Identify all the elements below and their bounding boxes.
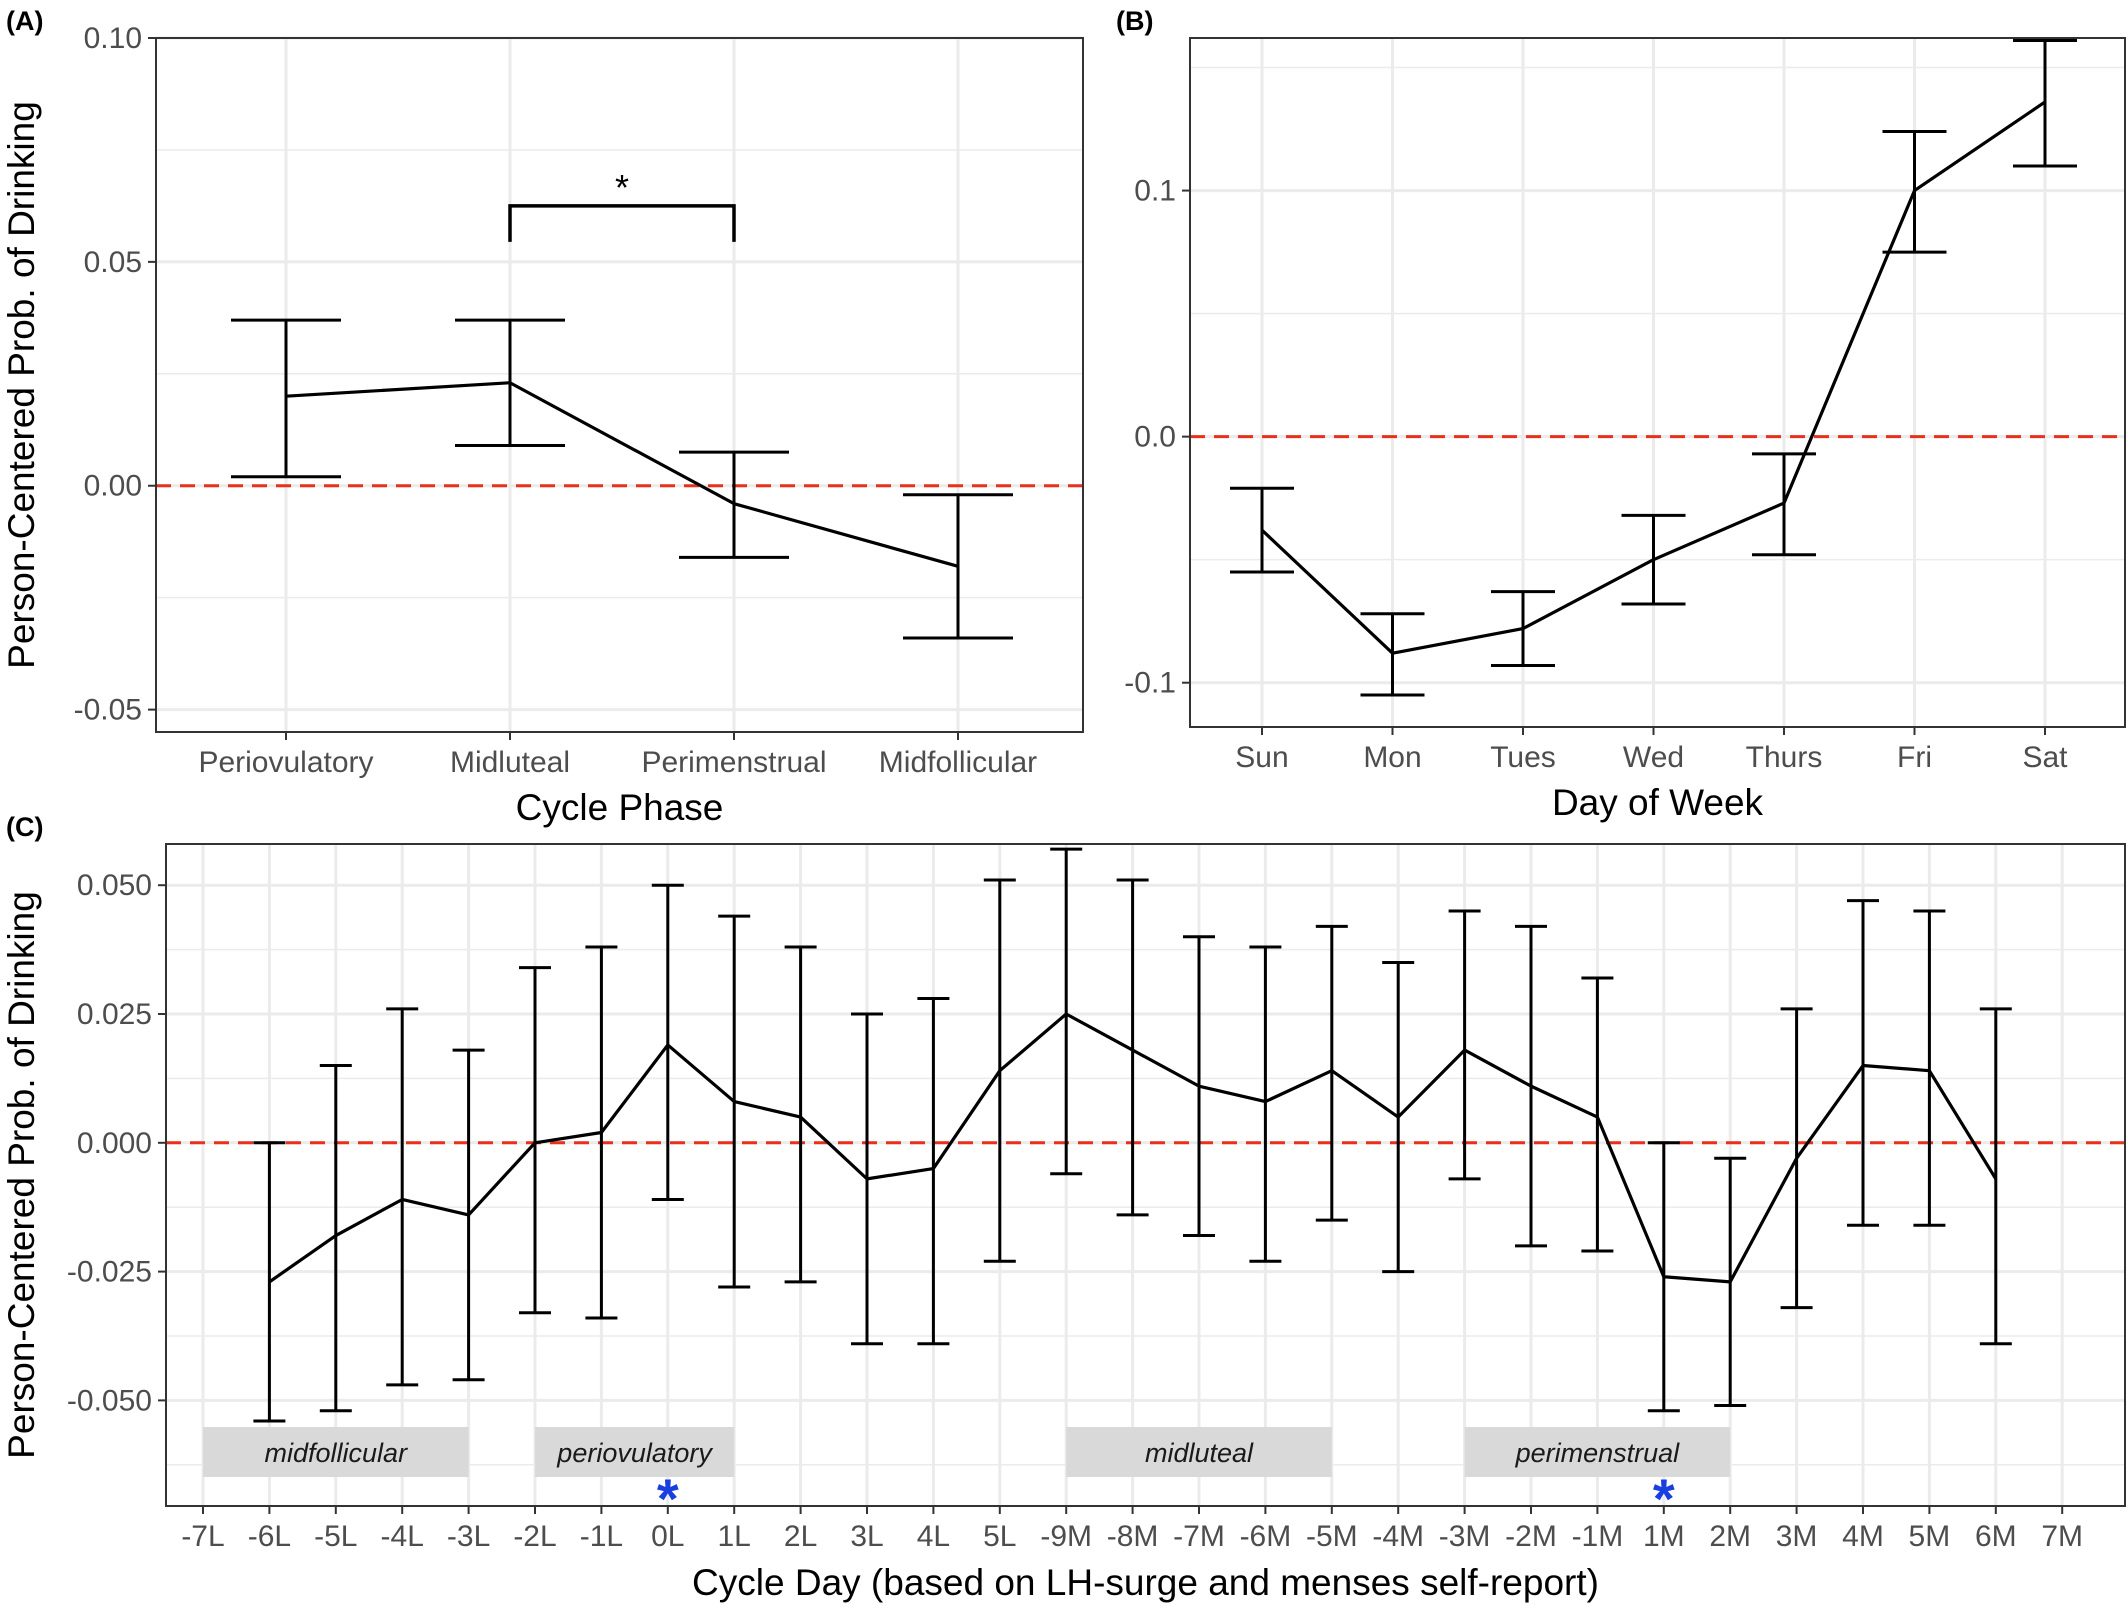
x-tick-label: Tues <box>1490 741 1556 774</box>
y-tick-label: 0.0 <box>1134 421 1176 454</box>
series-line <box>1260 100 2046 655</box>
x-tick-label: 2M <box>1709 1520 1751 1553</box>
panel-label: (C) <box>6 812 43 842</box>
y-tick-label: -0.1 <box>1124 667 1176 700</box>
panel-c: midfollicular periovulatory midluteal perim… <box>1 812 2126 1603</box>
x-tick-label: -6M <box>1240 1520 1292 1553</box>
x-tick-label: -5M <box>1306 1520 1358 1553</box>
phase-band <box>1464 1427 1731 1477</box>
x-tick-label: -4L <box>381 1520 424 1553</box>
x-tick-label: 2L <box>784 1520 817 1553</box>
x-tick-label: Sun <box>1235 741 1288 774</box>
y-tick-label: -0.050 <box>67 1384 152 1417</box>
phase-band-label: midluteal <box>1145 1438 1254 1468</box>
y-axis-title: Person-Centered Prob. of Drinking <box>1 891 42 1459</box>
panel-label: (B) <box>1116 6 1153 36</box>
x-tick-label: 3M <box>1776 1520 1818 1553</box>
x-tick-label: 4L <box>917 1520 950 1553</box>
phase-band <box>203 1427 469 1477</box>
x-tick-label: -8M <box>1107 1520 1159 1553</box>
x-tick-label: 4M <box>1842 1520 1884 1553</box>
y-tick-label: 0.025 <box>77 998 152 1031</box>
x-tick-label: 5L <box>983 1520 1016 1553</box>
x-axis-title: Cycle Day (based on LH-surge and menses … <box>692 1562 1599 1603</box>
significance-marker: * <box>1653 1467 1675 1530</box>
series-line <box>268 1012 1998 1284</box>
x-tick-label: -4M <box>1372 1520 1424 1553</box>
significance-bracket <box>508 204 736 242</box>
y-tick-label: 0.05 <box>84 246 142 279</box>
x-tick-label: 3L <box>850 1520 883 1553</box>
panel-a: * -0.05 0.00 0.05 0.10 Periovulatory Midluteal… <box>1 6 1084 828</box>
significance-marker: * <box>657 1467 679 1530</box>
phase-band-label: perimenstrual <box>1515 1438 1681 1468</box>
x-tick-label: -3L <box>447 1520 490 1553</box>
phase-band <box>1066 1427 1332 1477</box>
x-tick-label: -5L <box>314 1520 357 1553</box>
x-tick-label: Perimenstrual <box>641 746 826 779</box>
x-tick-label: Periovulatory <box>198 746 373 779</box>
y-tick-label: 0.10 <box>84 22 142 55</box>
panel-label: (A) <box>6 6 43 36</box>
x-tick-label: Mon <box>1363 741 1421 774</box>
series-line <box>285 381 959 568</box>
x-tick-label: Midfollicular <box>879 746 1037 779</box>
y-axis-title: Person-Centered Prob. of Drinking <box>1 101 42 669</box>
y-tick-label: 0.000 <box>77 1127 152 1160</box>
x-tick-label: Midluteal <box>450 746 570 779</box>
x-tick-label: -2L <box>513 1520 556 1553</box>
y-tick-label: -0.05 <box>74 694 142 727</box>
x-tick-label: Thurs <box>1746 741 1823 774</box>
x-tick-label: -1M <box>1572 1520 1624 1553</box>
x-tick-label: 1M <box>1643 1520 1685 1553</box>
x-tick-label: -9M <box>1040 1520 1092 1553</box>
phase-band-label: periovulatory <box>556 1438 713 1468</box>
x-tick-label: 0L <box>651 1520 684 1553</box>
y-tick-label: 0.050 <box>77 869 152 902</box>
phase-band <box>535 1427 735 1477</box>
x-tick-label: 7M <box>2041 1520 2083 1553</box>
x-tick-label: -2M <box>1505 1520 1557 1553</box>
plot-background <box>156 38 1083 732</box>
panel-b: -0.1 0.0 0.1 Sun Mon Tues Wed Thurs Fri Sat Day of… <box>1116 6 2126 823</box>
x-tick-label: -7M <box>1173 1520 1225 1553</box>
x-tick-label: -7L <box>181 1520 224 1553</box>
x-tick-label: -3M <box>1439 1520 1491 1553</box>
x-tick-label: 6M <box>1975 1520 2017 1553</box>
significance-marker: * <box>615 167 629 208</box>
panel-border <box>1189 37 2126 728</box>
y-tick-label: -0.025 <box>67 1256 152 1289</box>
phase-band-label: midfollicular <box>265 1438 409 1468</box>
plot-background <box>166 844 2125 1506</box>
y-tick-label: 0.00 <box>84 470 142 503</box>
x-tick-label: Sat <box>2022 741 2068 774</box>
x-tick-label: -1L <box>580 1520 623 1553</box>
x-tick-label: Fri <box>1897 741 1932 774</box>
x-tick-label: 5M <box>1909 1520 1951 1553</box>
panel-border <box>165 843 2126 1507</box>
x-axis-title: Cycle Phase <box>516 787 724 828</box>
panel-border <box>155 37 1084 733</box>
x-tick-label: -6L <box>248 1520 291 1553</box>
x-tick-label: 1L <box>718 1520 751 1553</box>
y-tick-label: 0.1 <box>1134 175 1176 208</box>
x-tick-label: Wed <box>1623 741 1684 774</box>
x-axis-title: Day of Week <box>1552 782 1764 823</box>
